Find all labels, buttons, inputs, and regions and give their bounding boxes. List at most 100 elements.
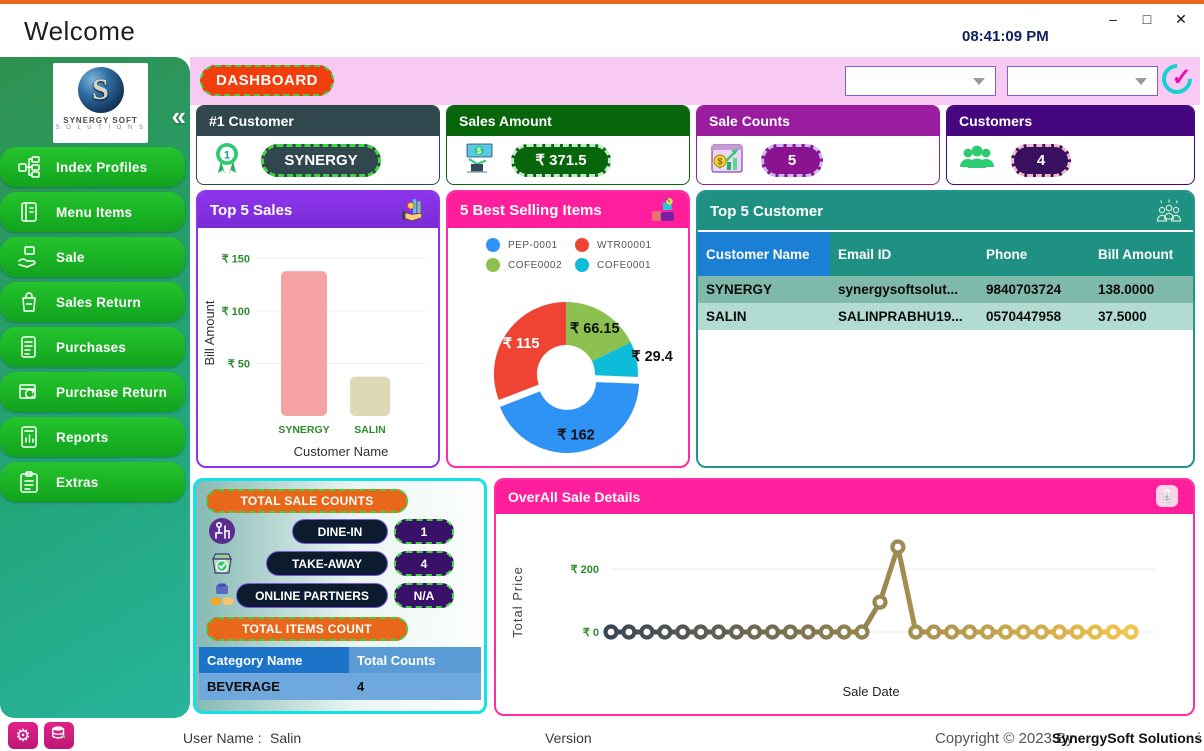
top5-sales-bar-chart: ₹ 50 ₹ 100 ₹ 150 SYNERGY SALIN Customer Name B… xyxy=(198,228,438,466)
logo-sphere-icon: S xyxy=(77,67,124,113)
filter-dropdown-2[interactable] xyxy=(1007,66,1158,96)
sidebar-item-label: Reports xyxy=(56,429,109,445)
table-cell: 4 xyxy=(349,673,481,700)
svg-text:₹ 29.4: ₹ 29.4 xyxy=(631,349,672,365)
sidebar-item-purchase-return[interactable]: Purchase Return xyxy=(0,372,185,412)
sidebar-item-reports[interactable]: Reports xyxy=(0,417,185,457)
table-cell: BEVERAGE xyxy=(199,673,349,700)
maximize-button[interactable]: □ xyxy=(1142,11,1152,27)
sidebar-item-menu-items[interactable]: Menu Items xyxy=(0,192,185,232)
top5-customer-title: Top 5 Customer xyxy=(710,202,824,220)
column-header[interactable]: Phone xyxy=(978,232,1090,276)
legend-dot xyxy=(486,258,500,272)
stat-card-title: Sale Counts xyxy=(697,106,939,136)
filter-dropdown-1[interactable] xyxy=(845,66,996,96)
overall-sale-title: OverAll Sale Details xyxy=(508,489,641,505)
overall-sale-card: OverAll Sale Details $ ₹ 0 ₹ 200 Sale Date… xyxy=(494,478,1195,716)
report-icon xyxy=(16,424,42,450)
svg-text:₹ 115: ₹ 115 xyxy=(503,336,540,352)
sidebar: S SYNERGY SOFT S O L U T I O N S « Index… xyxy=(0,57,190,718)
bag-return-icon xyxy=(16,289,42,315)
users-icon xyxy=(959,140,995,181)
table-row[interactable]: BEVERAGE 4 xyxy=(199,673,481,700)
svg-text:$: $ xyxy=(477,146,482,155)
stat-card-title: #1 Customer xyxy=(197,106,439,136)
sidebar-item-purchases[interactable]: Purchases xyxy=(0,327,185,367)
version-label: Version xyxy=(545,730,592,746)
stat-card-value: ₹ 371.5 xyxy=(511,143,611,177)
svg-text:₹ 50: ₹ 50 xyxy=(228,359,250,371)
table-cell: 138.0000 xyxy=(1090,276,1193,303)
settings-button[interactable]: ⚙ xyxy=(8,722,38,749)
resize-grip[interactable] xyxy=(1198,732,1200,742)
table-cell: SALIN xyxy=(698,303,830,330)
legend-item: COFE0001 xyxy=(575,258,660,272)
window-top-border xyxy=(0,0,1204,4)
legend-item: WTR00001 xyxy=(575,238,660,252)
sidebar-item-sales-return[interactable]: Sales Return xyxy=(0,282,185,322)
sidebar-item-sale[interactable]: Sale xyxy=(0,237,185,277)
sale-count-label: ONLINE PARTNERS xyxy=(236,583,388,608)
legend-dot xyxy=(486,238,500,252)
svg-text:Bill Amount: Bill Amount xyxy=(202,300,217,365)
hierarchy-icon xyxy=(16,154,42,180)
sales-chart-icon: $ xyxy=(709,140,745,181)
box-return-icon xyxy=(16,379,42,405)
svg-text:SALIN: SALIN xyxy=(354,424,386,436)
sidebar-item-label: Sales Return xyxy=(56,294,141,310)
table-header-row: Customer Name Email ID Phone Bill Amount xyxy=(698,232,1193,276)
close-button[interactable]: ✕ xyxy=(1175,10,1187,27)
table-cell: synergysoftsolut... xyxy=(830,276,978,303)
svg-text:₹ 162: ₹ 162 xyxy=(557,428,594,444)
sidebar-menu: Index Profiles Menu Items Sale Sales Return… xyxy=(0,147,185,502)
sidebar-item-label: Sale xyxy=(56,249,85,265)
stat-card-value: 5 xyxy=(761,143,823,177)
database-backup-button[interactable] xyxy=(44,722,74,749)
hand-box-icon xyxy=(16,244,42,270)
window-controls: – □ ✕ xyxy=(1104,10,1190,28)
money-hand-icon: $ xyxy=(459,140,495,181)
stat-card-customers: Customers 4 xyxy=(946,105,1195,185)
table-row[interactable]: SYNERGY synergysoftsolut... 9840703724 138.… xyxy=(698,276,1193,303)
svg-text:₹ 100: ₹ 100 xyxy=(222,306,250,318)
column-header[interactable]: Category Name xyxy=(199,647,349,673)
sidebar-item-label: Purchases xyxy=(56,339,127,355)
table-row[interactable]: SALIN SALINPRABHU19... 0570447958 37.5000 xyxy=(698,303,1193,330)
best-selling-donut-chart: ₹ 66.15 ₹ 29.4 ₹ 162 ₹ 115 xyxy=(448,274,688,466)
stat-card--1-customer: #1 Customer 1 SYNERGY xyxy=(196,105,440,185)
medal-icon: 1 xyxy=(209,140,245,181)
clock-display: 08:41:09 PM xyxy=(962,28,1049,45)
page-title: Welcome xyxy=(24,16,136,46)
column-header[interactable]: Customer Name xyxy=(698,232,830,276)
dine-in-icon xyxy=(208,517,236,545)
stat-card-sale-counts: Sale Counts $5 xyxy=(696,105,940,185)
dashboard-button[interactable]: DASHBOARD xyxy=(200,65,334,96)
minimize-button[interactable]: – xyxy=(1109,11,1117,27)
column-header[interactable]: Total Counts xyxy=(349,647,481,673)
svg-text:Sale Date: Sale Date xyxy=(842,684,899,699)
hand-chart-icon xyxy=(400,197,426,223)
best-selling-card: 5 Best Selling Items PEP-0001 WTR00001 COF… xyxy=(446,190,690,468)
stat-card-sales-amount: Sales Amount $ ₹ 371.5 xyxy=(446,105,690,185)
logo-subtext: S O L U T I O N S xyxy=(55,125,146,131)
svg-text:₹ 0: ₹ 0 xyxy=(583,627,599,639)
top5-sales-card: Top 5 Sales ₹ 50 ₹ 100 ₹ 150 SYNERGY SALIN Cu… xyxy=(196,190,440,468)
sale-count-value: N/A xyxy=(394,583,454,608)
book-icon xyxy=(16,199,42,225)
sidebar-item-index-profiles[interactable]: Index Profiles xyxy=(0,147,185,187)
sidebar-item-extras[interactable]: Extras xyxy=(0,462,185,502)
company-name: SynergySoft Solutions xyxy=(1052,730,1203,746)
total-items-count-label: TOTAL ITEMS COUNT xyxy=(206,617,408,641)
items-count-table: Category Name Total Counts BEVERAGE 4 xyxy=(199,647,481,700)
column-header[interactable]: Bill Amount xyxy=(1090,232,1193,276)
column-header[interactable]: Email ID xyxy=(830,232,978,276)
legend-label: WTR00001 xyxy=(597,239,652,251)
stat-card-value: SYNERGY xyxy=(261,143,381,177)
total-sale-counts-label: TOTAL SALE COUNTS xyxy=(206,489,408,513)
table-cell: 37.5000 xyxy=(1090,303,1193,330)
user-name-value: Salin xyxy=(270,730,302,746)
sidebar-collapse-icon[interactable]: « xyxy=(171,101,186,131)
overall-sale-line-chart: ₹ 0 ₹ 200 Sale Date Total Price xyxy=(496,514,1193,714)
svg-text:Total Price: Total Price xyxy=(510,566,525,638)
